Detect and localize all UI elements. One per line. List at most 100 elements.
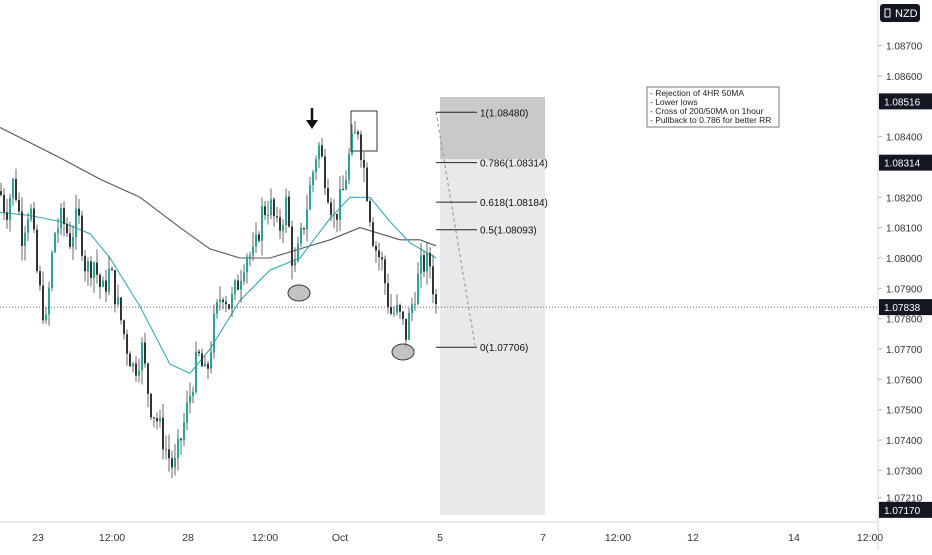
candle bbox=[393, 306, 395, 318]
candle bbox=[102, 276, 104, 288]
candle bbox=[213, 304, 215, 359]
candle-body bbox=[390, 307, 392, 314]
candle-body bbox=[132, 363, 134, 367]
price-tick-label: 1.08200 bbox=[886, 193, 923, 204]
price-axis[interactable]: 1.08700 1.08600 1.08400 1.08200 1.08100 1.080… bbox=[878, 42, 923, 505]
candle bbox=[30, 204, 32, 223]
candle bbox=[417, 262, 419, 306]
candle-body bbox=[105, 280, 107, 292]
candle bbox=[84, 249, 86, 282]
candle-body bbox=[156, 418, 158, 422]
candle-body bbox=[384, 259, 386, 284]
fib-level: 0.618(1.08184) bbox=[436, 198, 548, 209]
candle bbox=[375, 241, 377, 263]
candle-body bbox=[231, 293, 233, 309]
price-tick-label: 1.08700 bbox=[886, 42, 923, 53]
candle-body bbox=[279, 217, 281, 231]
candle-body bbox=[51, 252, 53, 288]
candle bbox=[189, 382, 191, 414]
candle bbox=[399, 303, 401, 319]
candle-body bbox=[108, 268, 110, 292]
time-tick-label: 14 bbox=[788, 532, 800, 544]
candle bbox=[156, 412, 158, 430]
candle bbox=[279, 208, 281, 240]
candle bbox=[231, 286, 233, 318]
candle bbox=[177, 429, 179, 471]
candle bbox=[369, 198, 371, 228]
candle bbox=[273, 197, 275, 227]
candle bbox=[36, 224, 38, 274]
candle-body bbox=[411, 304, 413, 313]
candle-body bbox=[276, 216, 278, 218]
candle-body bbox=[39, 271, 41, 286]
plot-area[interactable] bbox=[0, 0, 878, 522]
candle bbox=[423, 250, 425, 278]
candle-body bbox=[129, 353, 131, 367]
price-tag: 1.08314 bbox=[879, 154, 932, 171]
candle bbox=[372, 217, 374, 248]
candle-body bbox=[75, 208, 77, 237]
candle-body bbox=[180, 438, 182, 441]
candle-body bbox=[78, 208, 80, 216]
candle bbox=[39, 265, 41, 291]
candle-body bbox=[120, 297, 122, 321]
candle bbox=[72, 225, 74, 260]
candle bbox=[111, 266, 113, 271]
candle bbox=[117, 284, 119, 307]
candle bbox=[294, 247, 296, 273]
candle-body bbox=[93, 262, 95, 278]
candle-body bbox=[270, 199, 272, 215]
candle bbox=[342, 175, 344, 191]
candle bbox=[324, 149, 326, 196]
candle-body bbox=[399, 304, 401, 312]
candle-body bbox=[171, 458, 173, 468]
fib-level: 0(1.07706) bbox=[436, 343, 528, 354]
candle bbox=[276, 206, 278, 223]
notes-box[interactable]: - Rejection of 4HR 50MA - Lower lows - C… bbox=[646, 86, 780, 128]
candle-body bbox=[18, 199, 20, 212]
candle bbox=[414, 291, 416, 311]
candle-body bbox=[6, 212, 8, 220]
candle-body bbox=[69, 233, 71, 247]
note-2: - Lower lows bbox=[650, 97, 698, 107]
candle bbox=[21, 197, 23, 261]
candle bbox=[141, 337, 143, 385]
candle bbox=[183, 412, 185, 447]
candle-body bbox=[294, 261, 296, 266]
fib-level-label: 1(1.08480) bbox=[480, 108, 528, 119]
candle-body bbox=[285, 196, 287, 225]
candle-body bbox=[207, 363, 209, 369]
candle bbox=[9, 193, 11, 232]
candle bbox=[237, 274, 239, 291]
candle-body bbox=[387, 283, 389, 308]
candle-body bbox=[357, 131, 359, 135]
time-tick-label: 12:00 bbox=[605, 532, 631, 544]
candle bbox=[114, 269, 116, 313]
candle bbox=[63, 201, 65, 237]
candle-body bbox=[177, 438, 179, 459]
candle-body bbox=[165, 449, 167, 451]
note-3: - Cross of 200/50MA on 1hour bbox=[650, 106, 764, 116]
time-tick-label: 7 bbox=[540, 532, 546, 544]
candle-body bbox=[27, 219, 29, 233]
candle-body bbox=[300, 228, 302, 244]
currency-badge[interactable]: NZD bbox=[880, 4, 920, 22]
candle bbox=[198, 348, 200, 357]
time-tick-label: 12:00 bbox=[99, 532, 125, 544]
time-axis[interactable]: 23 12:00 28 12:00 Oct 5 7 12:00 12 14 12:00 bbox=[32, 532, 883, 544]
candle-body bbox=[363, 160, 365, 168]
candle-body bbox=[81, 215, 83, 256]
time-tick-label: 12:00 bbox=[857, 532, 883, 544]
candle-body bbox=[435, 294, 437, 305]
candle-body bbox=[174, 458, 176, 468]
candle-body bbox=[417, 273, 419, 304]
candle bbox=[66, 217, 68, 238]
candle-body bbox=[213, 313, 215, 353]
candle bbox=[255, 222, 257, 253]
candle-body bbox=[153, 417, 155, 419]
price-tag-bg bbox=[879, 154, 932, 171]
candle bbox=[426, 242, 428, 285]
candle-body bbox=[303, 228, 305, 230]
candle bbox=[288, 190, 290, 228]
candle bbox=[48, 281, 50, 326]
